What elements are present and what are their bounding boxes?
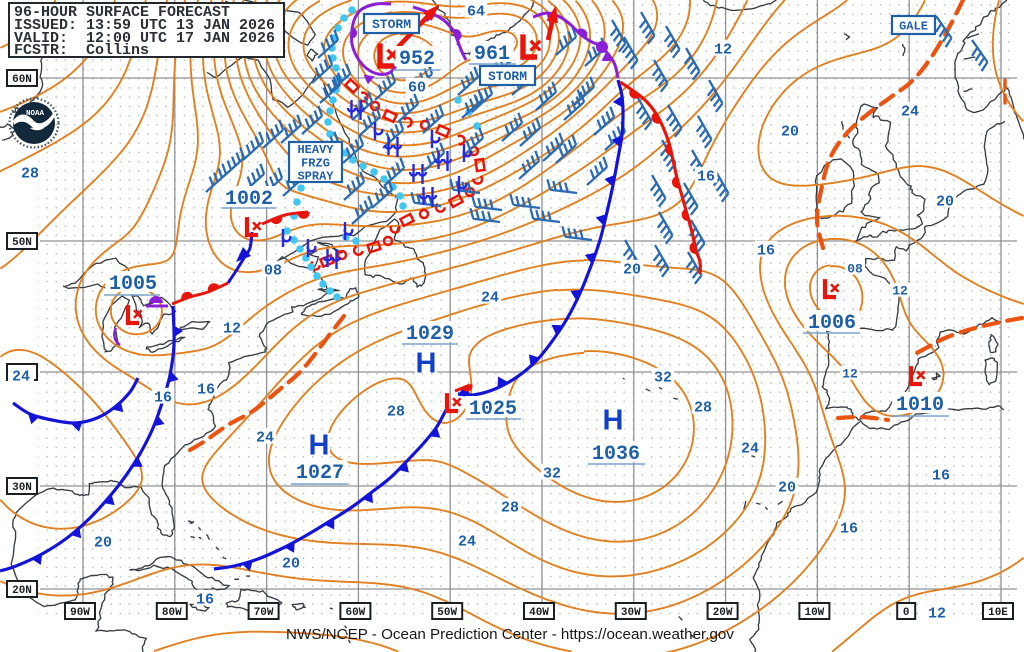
svg-text:FRZG: FRZG <box>301 156 330 170</box>
svg-text:24: 24 <box>741 440 759 457</box>
svg-text:NOAA: NOAA <box>26 110 45 118</box>
svg-text:0: 0 <box>903 607 910 619</box>
svg-text:08: 08 <box>264 262 282 279</box>
svg-text:H: H <box>603 405 624 437</box>
svg-text:16: 16 <box>840 520 858 537</box>
svg-text:1029: 1029 <box>406 323 454 346</box>
svg-text:24: 24 <box>12 368 30 385</box>
svg-text:96-HOUR SURFACE FORECAST: 96-HOUR SURFACE FORECAST <box>14 4 230 21</box>
svg-text:20: 20 <box>781 123 799 140</box>
svg-text:1010: 1010 <box>896 394 944 417</box>
svg-text:16: 16 <box>154 389 172 406</box>
svg-text:1005: 1005 <box>109 273 157 296</box>
svg-text:STORM: STORM <box>372 17 411 32</box>
svg-text:20: 20 <box>778 479 796 496</box>
svg-text:24: 24 <box>481 289 499 306</box>
svg-text:H: H <box>416 348 437 380</box>
svg-text:12: 12 <box>892 284 908 299</box>
svg-text:16: 16 <box>697 168 715 185</box>
svg-text:SPRAY: SPRAY <box>297 170 334 184</box>
svg-text:1025: 1025 <box>469 398 517 421</box>
svg-text:50N: 50N <box>12 237 32 249</box>
svg-text:24: 24 <box>256 429 274 446</box>
svg-text:10W: 10W <box>804 607 824 619</box>
svg-text:HEAVY: HEAVY <box>297 143 334 157</box>
svg-text:16: 16 <box>757 242 775 259</box>
svg-text:20: 20 <box>623 261 641 278</box>
svg-text:32: 32 <box>654 369 672 386</box>
svg-text:80W: 80W <box>162 607 182 619</box>
svg-text:40W: 40W <box>529 607 549 619</box>
svg-text:20: 20 <box>936 193 954 210</box>
svg-text:20N: 20N <box>12 585 32 597</box>
svg-text:20W: 20W <box>713 607 733 619</box>
svg-text:90W: 90W <box>70 607 90 619</box>
svg-text:1006: 1006 <box>808 312 856 335</box>
svg-text:1036: 1036 <box>592 443 640 466</box>
svg-text:12: 12 <box>223 320 241 337</box>
svg-text:30W: 30W <box>621 607 641 619</box>
svg-text:28: 28 <box>387 403 405 420</box>
svg-text:50W: 50W <box>437 607 457 619</box>
svg-text:GALE: GALE <box>899 19 928 33</box>
svg-text:12: 12 <box>928 605 946 622</box>
svg-text:952: 952 <box>399 48 435 71</box>
svg-text:64: 64 <box>467 3 485 20</box>
svg-text:961: 961 <box>474 43 510 66</box>
svg-text:12: 12 <box>714 41 732 58</box>
svg-text:16: 16 <box>932 467 950 484</box>
svg-text:NWS/NCEP - Ocean Prediction Ce: NWS/NCEP - Ocean Prediction Center - htt… <box>286 626 734 643</box>
svg-text:16: 16 <box>197 381 215 398</box>
svg-text:30N: 30N <box>12 482 32 494</box>
svg-text:STORM: STORM <box>488 69 527 84</box>
svg-text:FCSTR: Collins: FCSTR: Collins <box>14 42 149 59</box>
svg-text:12: 12 <box>842 367 858 382</box>
svg-text:ISSUED: 13:59 UTC 13 JAN 2026: ISSUED: 13:59 UTC 13 JAN 2026 <box>14 17 275 34</box>
svg-text:VALID: 12:00 UTC 17 JAN 2026: VALID: 12:00 UTC 17 JAN 2026 <box>14 30 275 47</box>
svg-text:24: 24 <box>901 103 919 120</box>
svg-text:1027: 1027 <box>296 462 344 485</box>
svg-text:H: H <box>309 430 330 462</box>
svg-text:60: 60 <box>408 79 426 96</box>
svg-text:32: 32 <box>543 465 561 482</box>
svg-text:20: 20 <box>282 555 300 572</box>
svg-text:70W: 70W <box>254 607 274 619</box>
svg-text:1002: 1002 <box>225 188 273 211</box>
svg-text:28: 28 <box>501 499 519 516</box>
svg-text:28: 28 <box>21 165 39 182</box>
svg-text:10E: 10E <box>988 607 1008 619</box>
svg-text:16: 16 <box>196 591 214 608</box>
svg-text:08: 08 <box>847 262 863 277</box>
svg-text:24: 24 <box>458 533 476 550</box>
svg-text:20: 20 <box>94 534 112 551</box>
svg-text:60N: 60N <box>12 74 32 86</box>
svg-text:60W: 60W <box>345 607 365 619</box>
svg-text:28: 28 <box>694 399 712 416</box>
